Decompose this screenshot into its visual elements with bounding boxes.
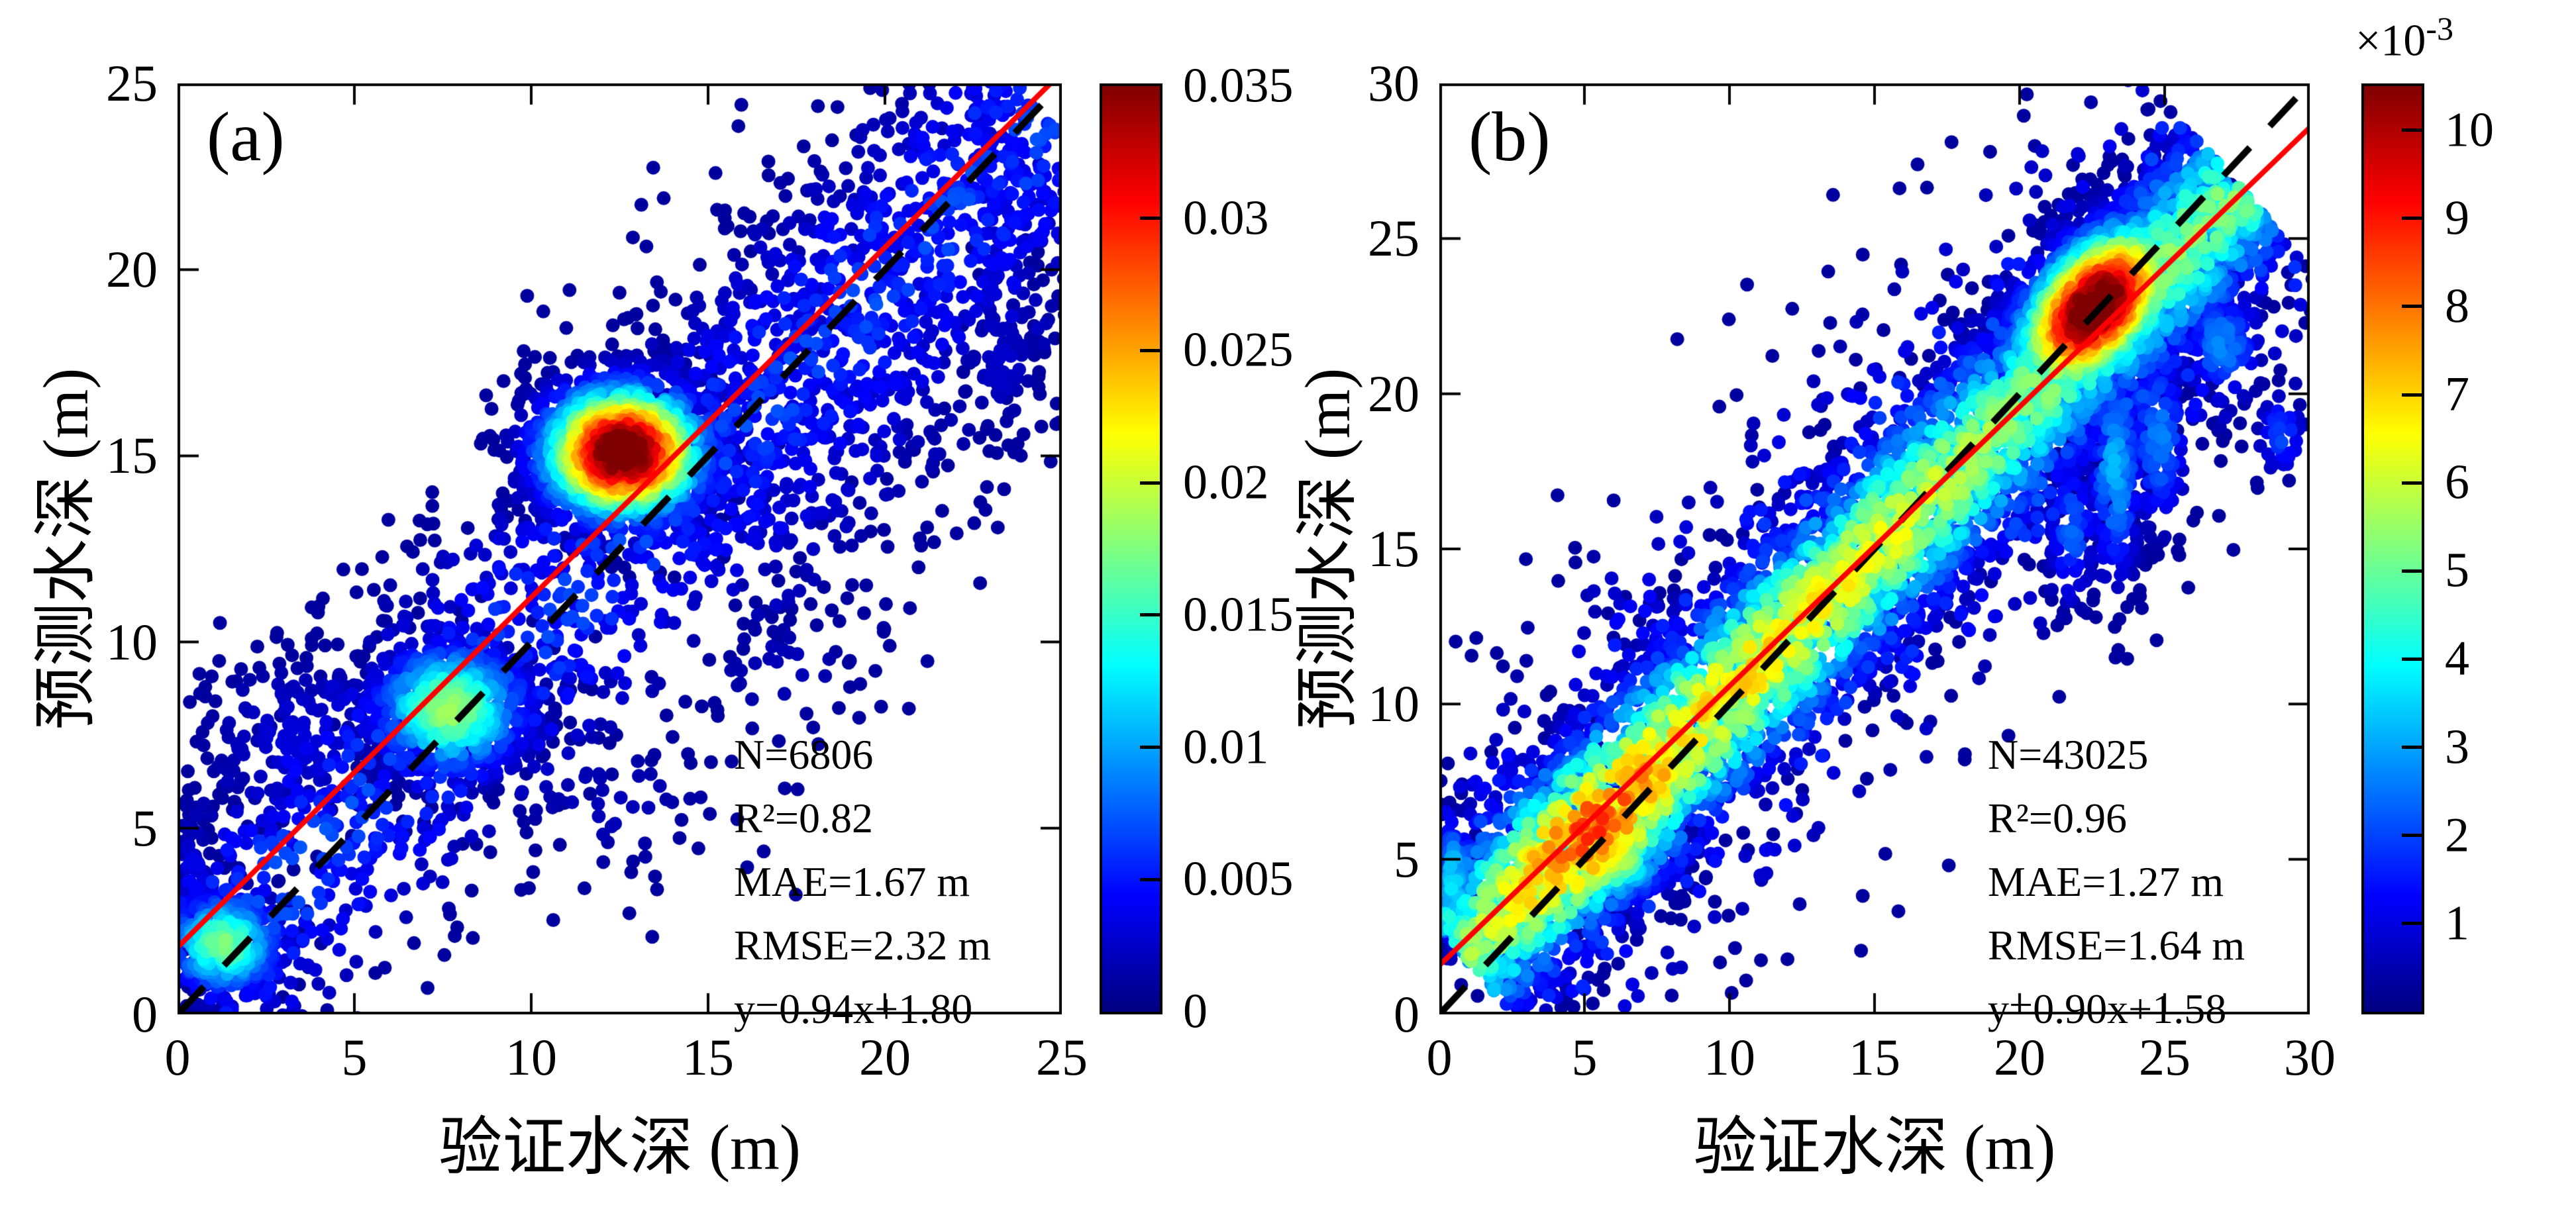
x-tick-label: 25: [2139, 1028, 2190, 1086]
y-tick-label: 5: [132, 799, 158, 857]
stat-line-r2: R²=0.96: [1988, 795, 2127, 842]
stat-line-n: N=6806: [734, 731, 874, 778]
colorbar-tick: [2402, 746, 2422, 750]
colorbar-tick: [2402, 569, 2422, 573]
colorbar-tick-label: 9: [2445, 191, 2469, 246]
panel-a-y-axis-label: 预测水深 (m): [30, 367, 101, 730]
x-tick-label: 25: [1036, 1028, 1088, 1086]
panel-a-stats-block: N=6806 R²=0.82 MAE=1.67 m RMSE=2.32 m y=…: [734, 723, 991, 1041]
x-tick-label: 0: [164, 1028, 191, 1086]
colorbar-tick-label: 8: [2445, 279, 2469, 334]
colorbar-tick: [1140, 877, 1160, 881]
colorbar-tick: [1140, 481, 1160, 485]
x-tick-label: 20: [859, 1028, 911, 1086]
y-tick-label: 15: [1368, 520, 1419, 577]
multiplier-exponent: -3: [2426, 10, 2454, 47]
stat-line-mae: MAE=1.27 m: [1988, 858, 2224, 905]
colorbar-tick-label: 0.03: [1183, 191, 1269, 246]
colorbar-tick: [1140, 348, 1160, 352]
stat-line-equation: y=0.94x+1.80: [734, 985, 973, 1032]
colorbar-tick: [2402, 834, 2422, 838]
panel-b-letter: (b): [1468, 98, 1551, 175]
colorbar-tick-label: 0: [1183, 984, 1208, 1039]
colorbar-tick-label: 0.035: [1183, 58, 1294, 113]
y-tick-label: 20: [1368, 364, 1419, 422]
y-tick-label: 5: [1394, 830, 1419, 888]
panel-a-x-axis-label: 验证水深 (m): [438, 1112, 801, 1183]
colorbar-tick-label: 3: [2445, 720, 2469, 775]
x-tick-label: 10: [1704, 1028, 1755, 1086]
colorbar-tick-label: 0.005: [1183, 852, 1294, 906]
y-tick-label: 25: [1368, 209, 1419, 268]
x-tick-label: 20: [1994, 1028, 2045, 1086]
panel-b-scatter-plot: [1439, 83, 2310, 1014]
colorbar-a: 0 0.005 0.01 0.015 0.02 0.025 0.03 0.035: [1100, 59, 1294, 1039]
colorbar-tick-label: 7: [2445, 367, 2469, 422]
colorbar-tick-label: 6: [2445, 455, 2469, 510]
y-tick-label: 10: [1368, 675, 1419, 733]
multiplier-base: ×10: [2355, 15, 2426, 66]
colorbar-tick-label: 1: [2445, 896, 2469, 951]
colorbar-b: 1 2 3 4 5 6 7 8 9 10: [2361, 83, 2494, 1014]
panel-a: (a) N=6806 R²=0.82 MAE=1.67 m RMSE=2.32 …: [30, 54, 1088, 1183]
colorbar-tick: [2402, 657, 2422, 661]
colorbar-tick: [2402, 481, 2422, 485]
y-tick-label: 25: [106, 54, 158, 112]
colorbar-tick-label: 0.025: [1183, 322, 1294, 377]
panel-b: (b) N=43025 R²=0.96 MAE=1.27 m RMSE=1.64…: [1292, 54, 2336, 1183]
colorbar-tick: [2402, 305, 2422, 309]
x-tick-label: 10: [505, 1028, 557, 1086]
colorbar-tick: [2402, 393, 2422, 397]
colorbar-tick-label: 0.01: [1183, 720, 1269, 775]
y-tick-label: 15: [106, 426, 158, 485]
colorbar-tick: [1140, 613, 1160, 617]
y-tick-label: 20: [106, 240, 158, 299]
x-tick-label: 0: [1426, 1028, 1453, 1086]
colorbar-tick: [2402, 217, 2422, 220]
colorbar-tick-label: 2: [2445, 808, 2469, 863]
colorbar-tick-label: 4: [2445, 631, 2469, 686]
stat-line-equation: y=0.90x+1.58: [1988, 985, 2227, 1032]
colorbar-tick-label: 0.015: [1183, 587, 1294, 642]
panel-b-x-axis-label: 验证水深 (m): [1693, 1112, 2056, 1183]
panel-a-letter: (a): [207, 98, 285, 175]
colorbar-tick-label: 0.02: [1183, 455, 1269, 510]
panel-a-scatter-plot: [178, 83, 1062, 1014]
y-tick-label: 0: [1394, 985, 1419, 1043]
colorbar-tick-label: 5: [2445, 543, 2469, 598]
y-tick-label: 10: [106, 612, 158, 671]
stat-line-n: N=43025: [1988, 731, 2149, 778]
colorbar-tick: [2402, 128, 2422, 132]
colorbar-b-scale-multiplier: ×10-3: [2355, 9, 2453, 67]
y-tick-label: 30: [1368, 54, 1419, 112]
y-tick-label: 0: [132, 985, 158, 1043]
colorbar-tick-label: 10: [2445, 103, 2494, 158]
x-tick-label: 30: [2284, 1028, 2336, 1086]
panel-b-stats-block: N=43025 R²=0.96 MAE=1.27 m RMSE=1.64 m y…: [1988, 723, 2245, 1041]
colorbar-tick: [1140, 217, 1160, 220]
stat-line-mae: MAE=1.67 m: [734, 858, 970, 905]
x-tick-label: 15: [682, 1028, 734, 1086]
stat-line-r2: R²=0.82: [734, 795, 873, 842]
colorbar-tick: [2402, 922, 2422, 926]
x-tick-label: 15: [1849, 1028, 1900, 1086]
colorbar-tick: [1140, 746, 1160, 750]
stat-line-rmse: RMSE=1.64 m: [1988, 922, 2245, 969]
stat-line-rmse: RMSE=2.32 m: [734, 922, 992, 969]
x-tick-label: 5: [1571, 1028, 1598, 1086]
x-tick-label: 5: [341, 1028, 368, 1086]
